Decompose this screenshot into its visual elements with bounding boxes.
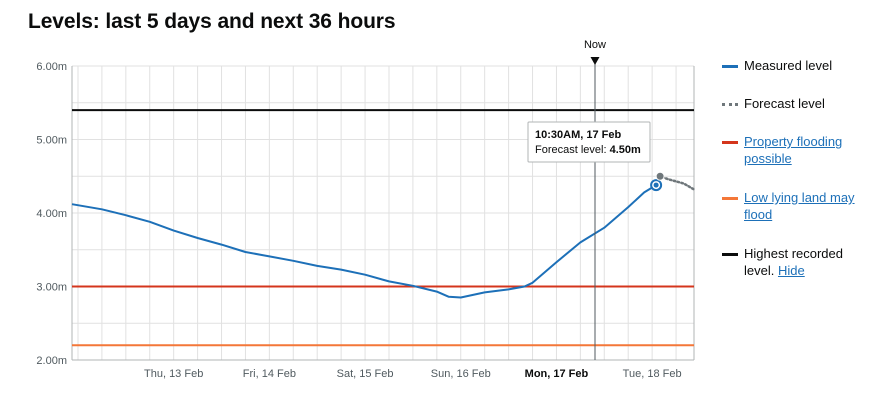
- forecast-tooltip: 10:30AM, 17 Feb Forecast level: 4.50m: [527, 121, 651, 163]
- x-tick-label: Fri, 14 Feb: [243, 368, 296, 380]
- low-lying-key-icon: [722, 197, 738, 200]
- property-flooding-link[interactable]: Property flooding possible: [744, 134, 843, 166]
- y-tick-label: 4.00m: [36, 208, 67, 220]
- measured-level-key-icon: [722, 65, 738, 68]
- highest-level-text: Highest recorded level.: [744, 246, 843, 278]
- now-marker: Now: [584, 39, 606, 360]
- now-label: Now: [584, 39, 606, 51]
- x-tick-label: Tue, 18 Feb: [623, 368, 682, 380]
- threshold-lines: [72, 109, 694, 347]
- hide-highest-link[interactable]: Hide: [777, 263, 805, 278]
- latest-measured-point-center: [653, 182, 659, 188]
- highest-level-key-icon: [722, 253, 738, 256]
- property-flooding-key-icon: [722, 141, 738, 144]
- tooltip-time: 10:30AM, 17 Feb: [535, 129, 621, 141]
- x-tick-label: Thu, 13 Feb: [144, 368, 203, 380]
- legend-label-highest: Highest recorded level. Hide: [744, 245, 864, 279]
- measured-level-line: [71, 184, 657, 299]
- forecast-hover-point: [655, 171, 665, 181]
- x-tick-label: Sun, 16 Feb: [431, 368, 491, 380]
- y-axis-labels: 6.00m 5.00m 4.00m 3.00m 2.00m: [36, 61, 67, 367]
- now-arrow-icon: [590, 57, 600, 65]
- x-tick-label: Sat, 15 Feb: [337, 368, 394, 380]
- legend-label-forecast: Forecast level: [744, 96, 825, 111]
- x-tick-label: Mon, 17 Feb: [525, 368, 589, 380]
- y-tick-label: 6.00m: [36, 61, 67, 73]
- chart-title: Levels: last 5 days and next 36 hours: [28, 10, 396, 33]
- y-tick-label: 5.00m: [36, 135, 67, 147]
- series-lines: [71, 171, 696, 299]
- tooltip-forecast-value: 4.50m: [610, 144, 641, 156]
- tooltip-forecast-label: Forecast level: 4.50m: [535, 144, 641, 156]
- y-tick-label: 2.00m: [36, 355, 67, 367]
- forecast-level-key-icon: [722, 103, 738, 106]
- x-axis-labels: Thu, 13 Feb Fri, 14 Feb Sat, 15 Feb Sun, 16…: [144, 368, 682, 380]
- tooltip-box: [527, 121, 651, 163]
- low-lying-land-link[interactable]: Low lying land may flood: [744, 190, 855, 222]
- y-tick-label: 3.00m: [36, 282, 67, 294]
- legend-label-measured: Measured level: [744, 58, 833, 73]
- chart-grid: [71, 65, 695, 361]
